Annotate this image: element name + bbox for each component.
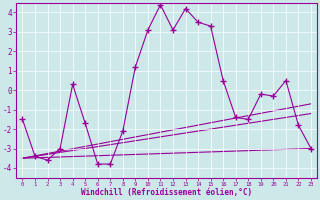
X-axis label: Windchill (Refroidissement éolien,°C): Windchill (Refroidissement éolien,°C) [81,188,252,197]
